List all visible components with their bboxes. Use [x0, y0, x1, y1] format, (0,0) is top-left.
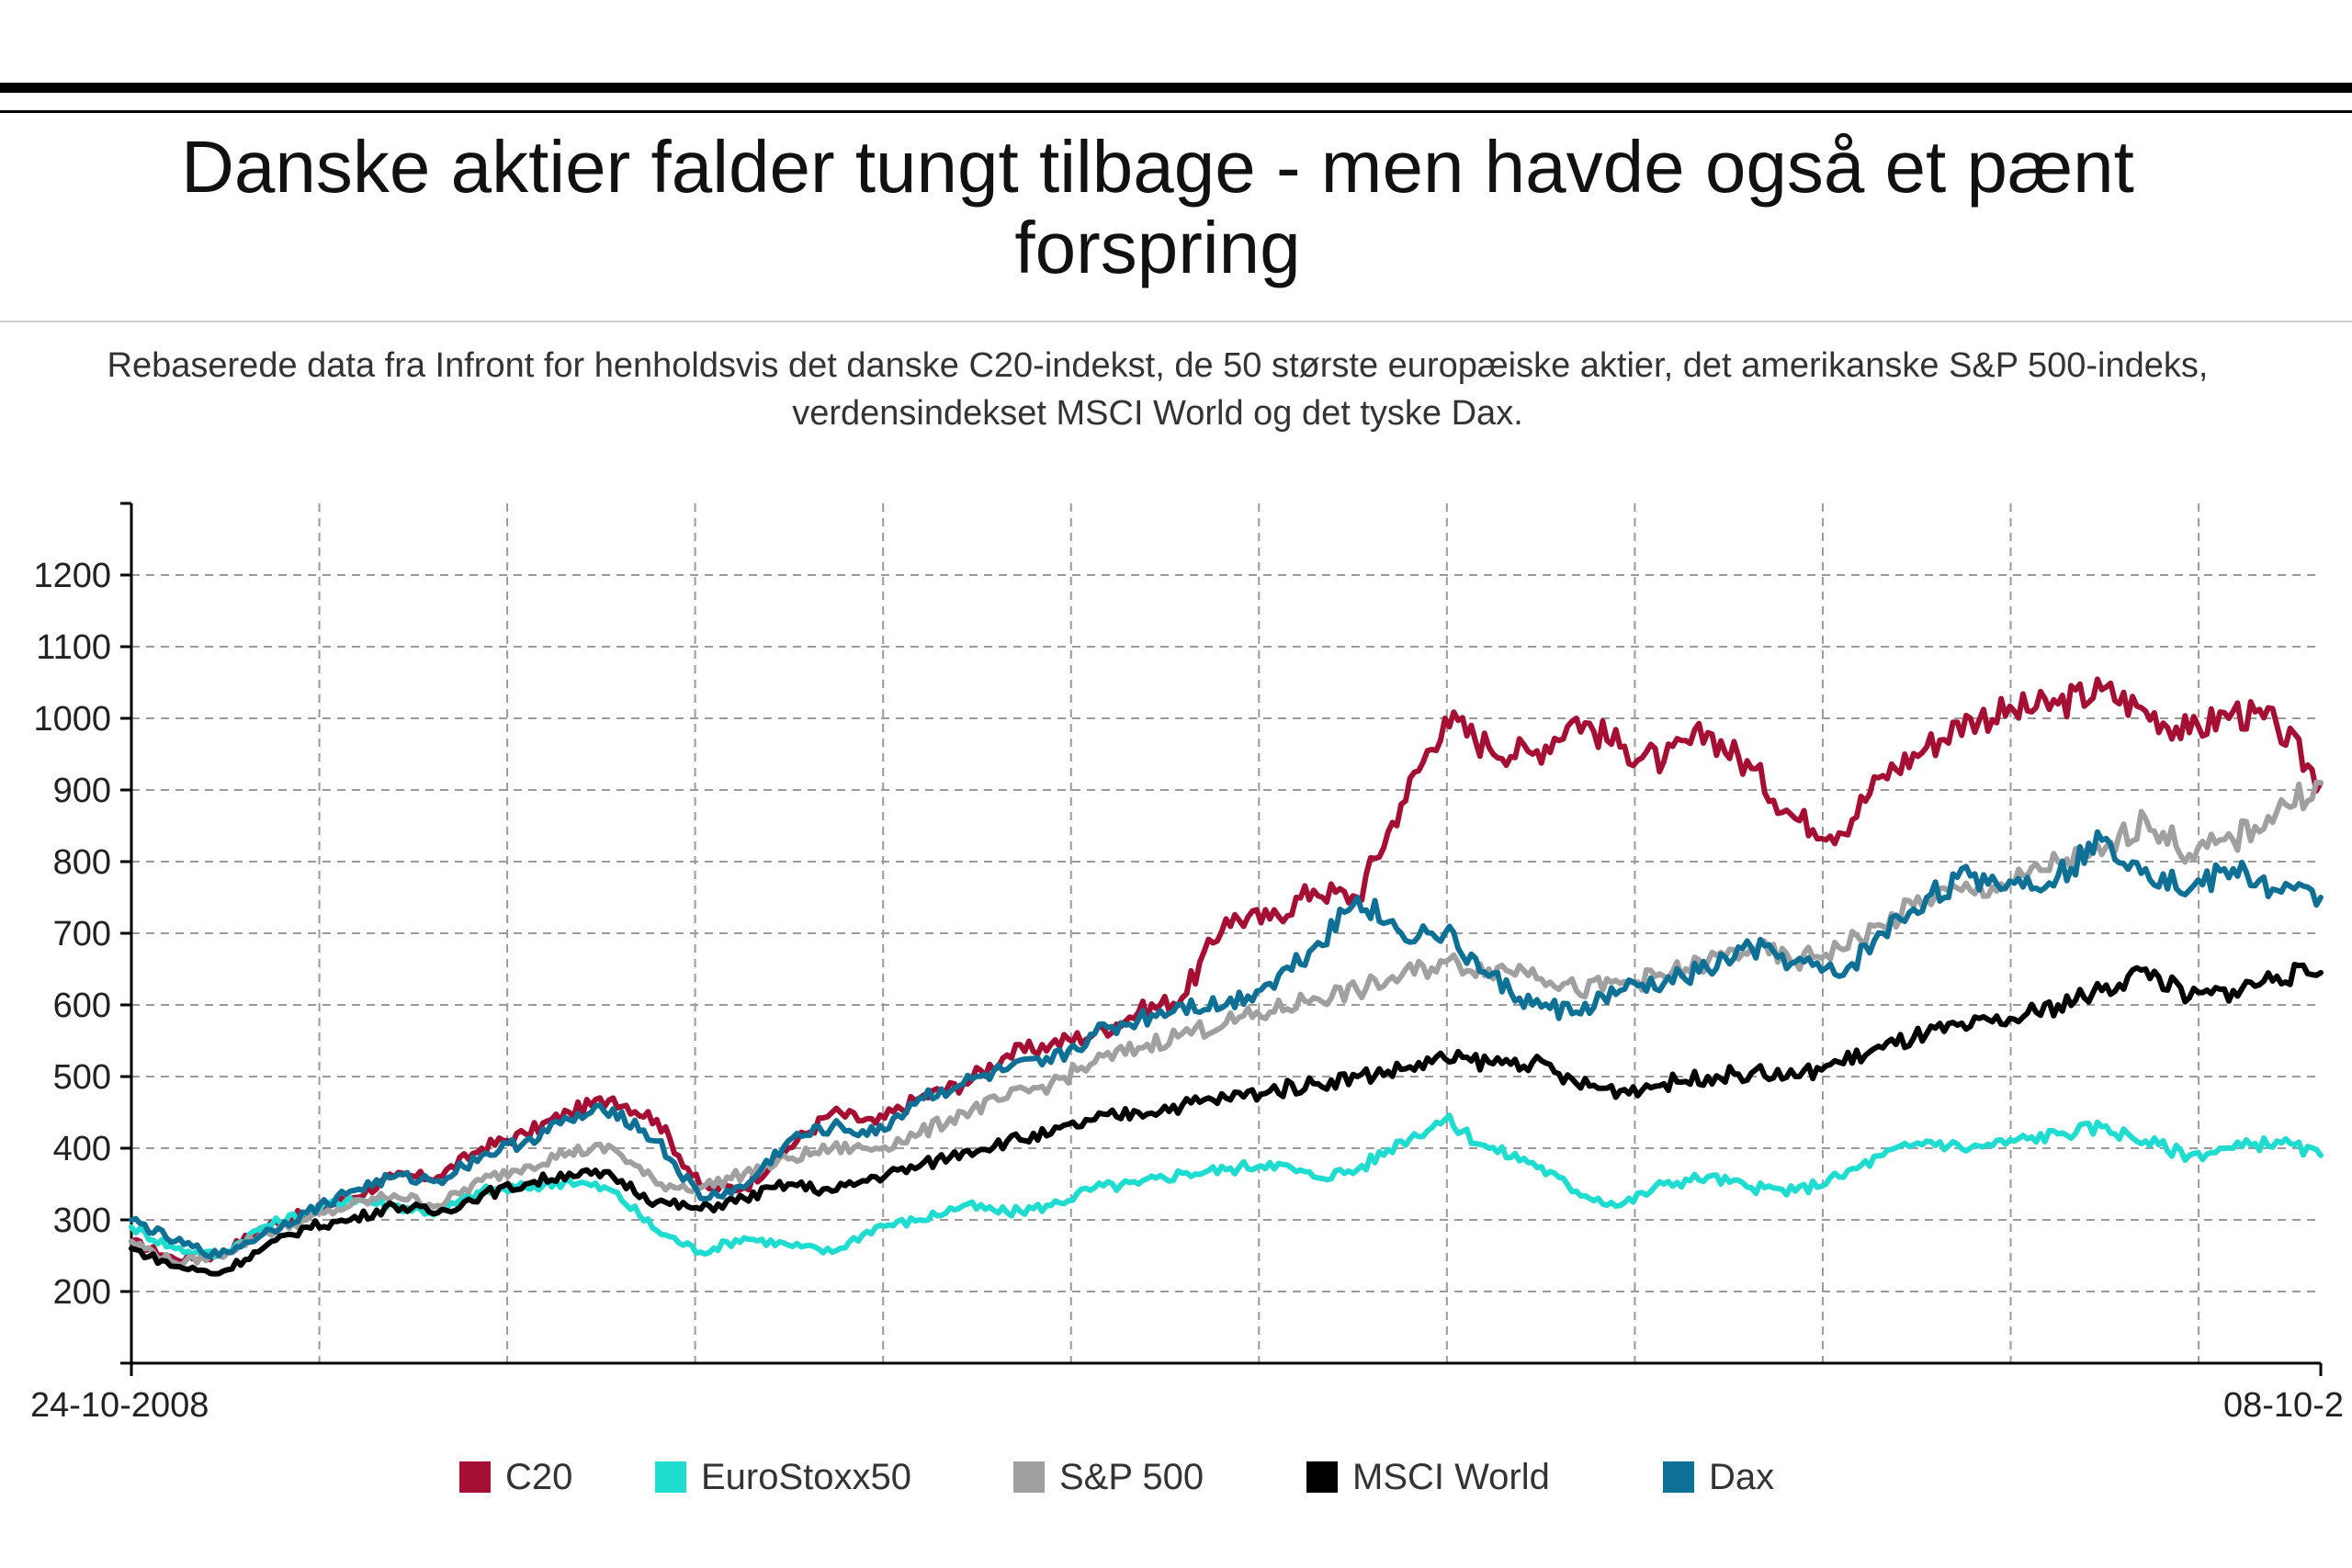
legend-label-eurostoxx50: EuroStoxx50: [701, 1456, 912, 1497]
legend-item-dax[interactable]: Dax: [1663, 1450, 1774, 1505]
y-tick-label-900: 900: [53, 772, 111, 810]
y-tick-label-1200: 1200: [33, 557, 111, 595]
legend-swatch-c20: [459, 1461, 491, 1493]
grid-lines: [131, 503, 2321, 1363]
series-lines: [129, 676, 2324, 1277]
series-line-msci-world: [129, 962, 2324, 1277]
legend-label-s-p-500: S&P 500: [1059, 1456, 1204, 1497]
y-tick-label-300: 300: [53, 1201, 111, 1240]
series-line-c20: [129, 676, 2324, 1265]
y-tick-label-600: 600: [53, 987, 111, 1025]
series-line-dax: [129, 829, 2324, 1260]
legend-swatch-dax: [1663, 1461, 1694, 1493]
y-tick-label-500: 500: [53, 1058, 111, 1097]
y-tick-label-1000: 1000: [33, 700, 111, 739]
y-tick-label-1100: 1100: [36, 628, 111, 667]
legend-swatch-s-p-500: [1013, 1461, 1045, 1493]
x-tick-label-start: 24-10-2008: [30, 1386, 209, 1425]
y-tick-label-800: 800: [53, 843, 111, 882]
series-line-s-p-500: [129, 779, 2324, 1269]
legend-swatch-eurostoxx50: [655, 1461, 686, 1493]
y-tick-label-400: 400: [53, 1130, 111, 1168]
title-divider: [0, 321, 2352, 322]
y-tick-label-200: 200: [53, 1273, 111, 1312]
chart-title: Danske aktier falder tungt tilbage - men…: [181, 126, 2134, 288]
y-tick-label-700: 700: [53, 915, 111, 953]
x-tick-label-end: 08-10-2: [2223, 1386, 2344, 1425]
legend-item-msci-world[interactable]: MSCI World: [1306, 1450, 1550, 1505]
top-rule-thin: [0, 110, 2352, 113]
legend-item-eurostoxx50[interactable]: EuroStoxx50: [655, 1450, 911, 1505]
legend-item-c20[interactable]: C20: [459, 1450, 572, 1505]
legend-item-s-p-500[interactable]: S&P 500: [1013, 1450, 1204, 1505]
chart-subtitle: Rebaserede data fra Infront for henholds…: [107, 346, 2209, 433]
top-rule-thick: [0, 83, 2352, 93]
legend-label-dax: Dax: [1709, 1456, 1775, 1497]
series-line-eurostoxx50: [129, 1112, 2324, 1260]
chart-legend: C20 EuroStoxx50 S&P 500 MSCI World Dax: [0, 1450, 2352, 1505]
legend-label-msci-world: MSCI World: [1352, 1456, 1550, 1497]
tick-labels: 200 300 400 500 600 700 800 900 1000 1100 1200 24-1…: [30, 557, 2344, 1425]
legend-label-c20: C20: [505, 1456, 573, 1497]
legend-swatch-msci-world: [1306, 1461, 1338, 1493]
